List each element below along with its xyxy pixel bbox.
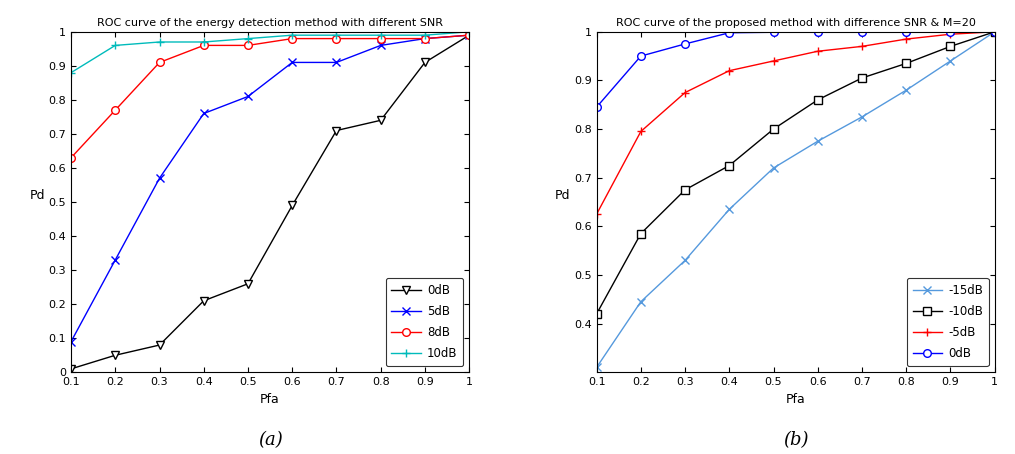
8dB: [242, 43, 254, 48]
-10dB: [724, 163, 736, 168]
-5dB: [944, 31, 956, 37]
-15dB: [944, 58, 956, 64]
-15dB: [634, 299, 647, 305]
0dB: [812, 30, 824, 35]
Y-axis label: Pd: Pd: [555, 189, 570, 202]
0dB: [153, 342, 165, 348]
0dB: [65, 366, 77, 371]
Text: (a): (a): [258, 431, 282, 449]
0dB: [375, 118, 387, 123]
Line: -15dB: -15dB: [593, 28, 999, 371]
0dB: [286, 202, 298, 208]
-10dB: [944, 44, 956, 49]
Line: 0dB: 0dB: [67, 31, 473, 373]
-10dB: [812, 97, 824, 103]
5dB: [330, 59, 342, 65]
10dB: [242, 36, 254, 41]
10dB: [153, 39, 165, 44]
Y-axis label: Pd: Pd: [29, 189, 45, 202]
Line: -5dB: -5dB: [593, 28, 999, 218]
5dB: [153, 175, 165, 181]
-5dB: [856, 44, 868, 49]
Text: (b): (b): [783, 431, 808, 449]
0dB: [856, 30, 868, 35]
5dB: [286, 59, 298, 65]
0dB: [463, 32, 475, 38]
-10dB: [679, 187, 691, 192]
Line: -10dB: -10dB: [593, 28, 999, 318]
8dB: [65, 155, 77, 160]
8dB: [463, 32, 475, 38]
10dB: [110, 43, 122, 48]
Line: 5dB: 5dB: [67, 31, 473, 345]
8dB: [110, 107, 122, 113]
-5dB: [989, 29, 1001, 35]
5dB: [419, 36, 431, 41]
-5dB: [591, 212, 603, 217]
-15dB: [679, 258, 691, 263]
Legend: 0dB, 5dB, 8dB, 10dB: 0dB, 5dB, 8dB, 10dB: [386, 278, 463, 366]
8dB: [198, 43, 210, 48]
-10dB: [767, 126, 780, 132]
10dB: [375, 32, 387, 38]
5dB: [375, 43, 387, 48]
0dB: [591, 104, 603, 110]
-10dB: [989, 29, 1001, 35]
8dB: [419, 36, 431, 41]
5dB: [110, 257, 122, 262]
10dB: [198, 39, 210, 44]
-15dB: [724, 207, 736, 212]
0dB: [900, 29, 912, 35]
0dB: [110, 352, 122, 358]
0dB: [767, 30, 780, 35]
8dB: [330, 36, 342, 41]
Line: 0dB: 0dB: [593, 28, 999, 111]
0dB: [242, 281, 254, 286]
Legend: -15dB, -10dB, -5dB, 0dB: -15dB, -10dB, -5dB, 0dB: [906, 278, 989, 366]
X-axis label: Pfa: Pfa: [260, 393, 280, 406]
0dB: [419, 59, 431, 65]
10dB: [463, 29, 475, 35]
Title: ROC curve of the proposed method with difference SNR & M=20: ROC curve of the proposed method with di…: [616, 18, 975, 28]
Title: ROC curve of the energy detection method with different SNR: ROC curve of the energy detection method…: [97, 18, 444, 28]
-5dB: [679, 90, 691, 95]
-10dB: [856, 75, 868, 81]
-5dB: [724, 68, 736, 74]
10dB: [286, 32, 298, 38]
5dB: [242, 94, 254, 99]
10dB: [330, 32, 342, 38]
0dB: [679, 41, 691, 47]
0dB: [724, 30, 736, 35]
8dB: [153, 59, 165, 65]
8dB: [375, 36, 387, 41]
5dB: [65, 339, 77, 344]
0dB: [634, 54, 647, 59]
0dB: [330, 128, 342, 133]
10dB: [419, 32, 431, 38]
5dB: [198, 111, 210, 116]
0dB: [944, 29, 956, 35]
10dB: [65, 70, 77, 75]
-15dB: [989, 29, 1001, 35]
Line: 8dB: 8dB: [67, 31, 473, 162]
X-axis label: Pfa: Pfa: [786, 393, 806, 406]
5dB: [463, 32, 475, 38]
0dB: [989, 29, 1001, 35]
-10dB: [591, 311, 603, 316]
Line: 10dB: 10dB: [67, 28, 473, 76]
-15dB: [900, 88, 912, 93]
0dB: [198, 298, 210, 303]
-10dB: [634, 231, 647, 237]
-5dB: [900, 36, 912, 42]
-15dB: [767, 165, 780, 171]
-15dB: [856, 114, 868, 119]
-5dB: [812, 49, 824, 54]
-10dB: [900, 61, 912, 66]
-15dB: [591, 365, 603, 370]
-15dB: [812, 138, 824, 144]
8dB: [286, 36, 298, 41]
-5dB: [634, 129, 647, 134]
-5dB: [767, 58, 780, 64]
